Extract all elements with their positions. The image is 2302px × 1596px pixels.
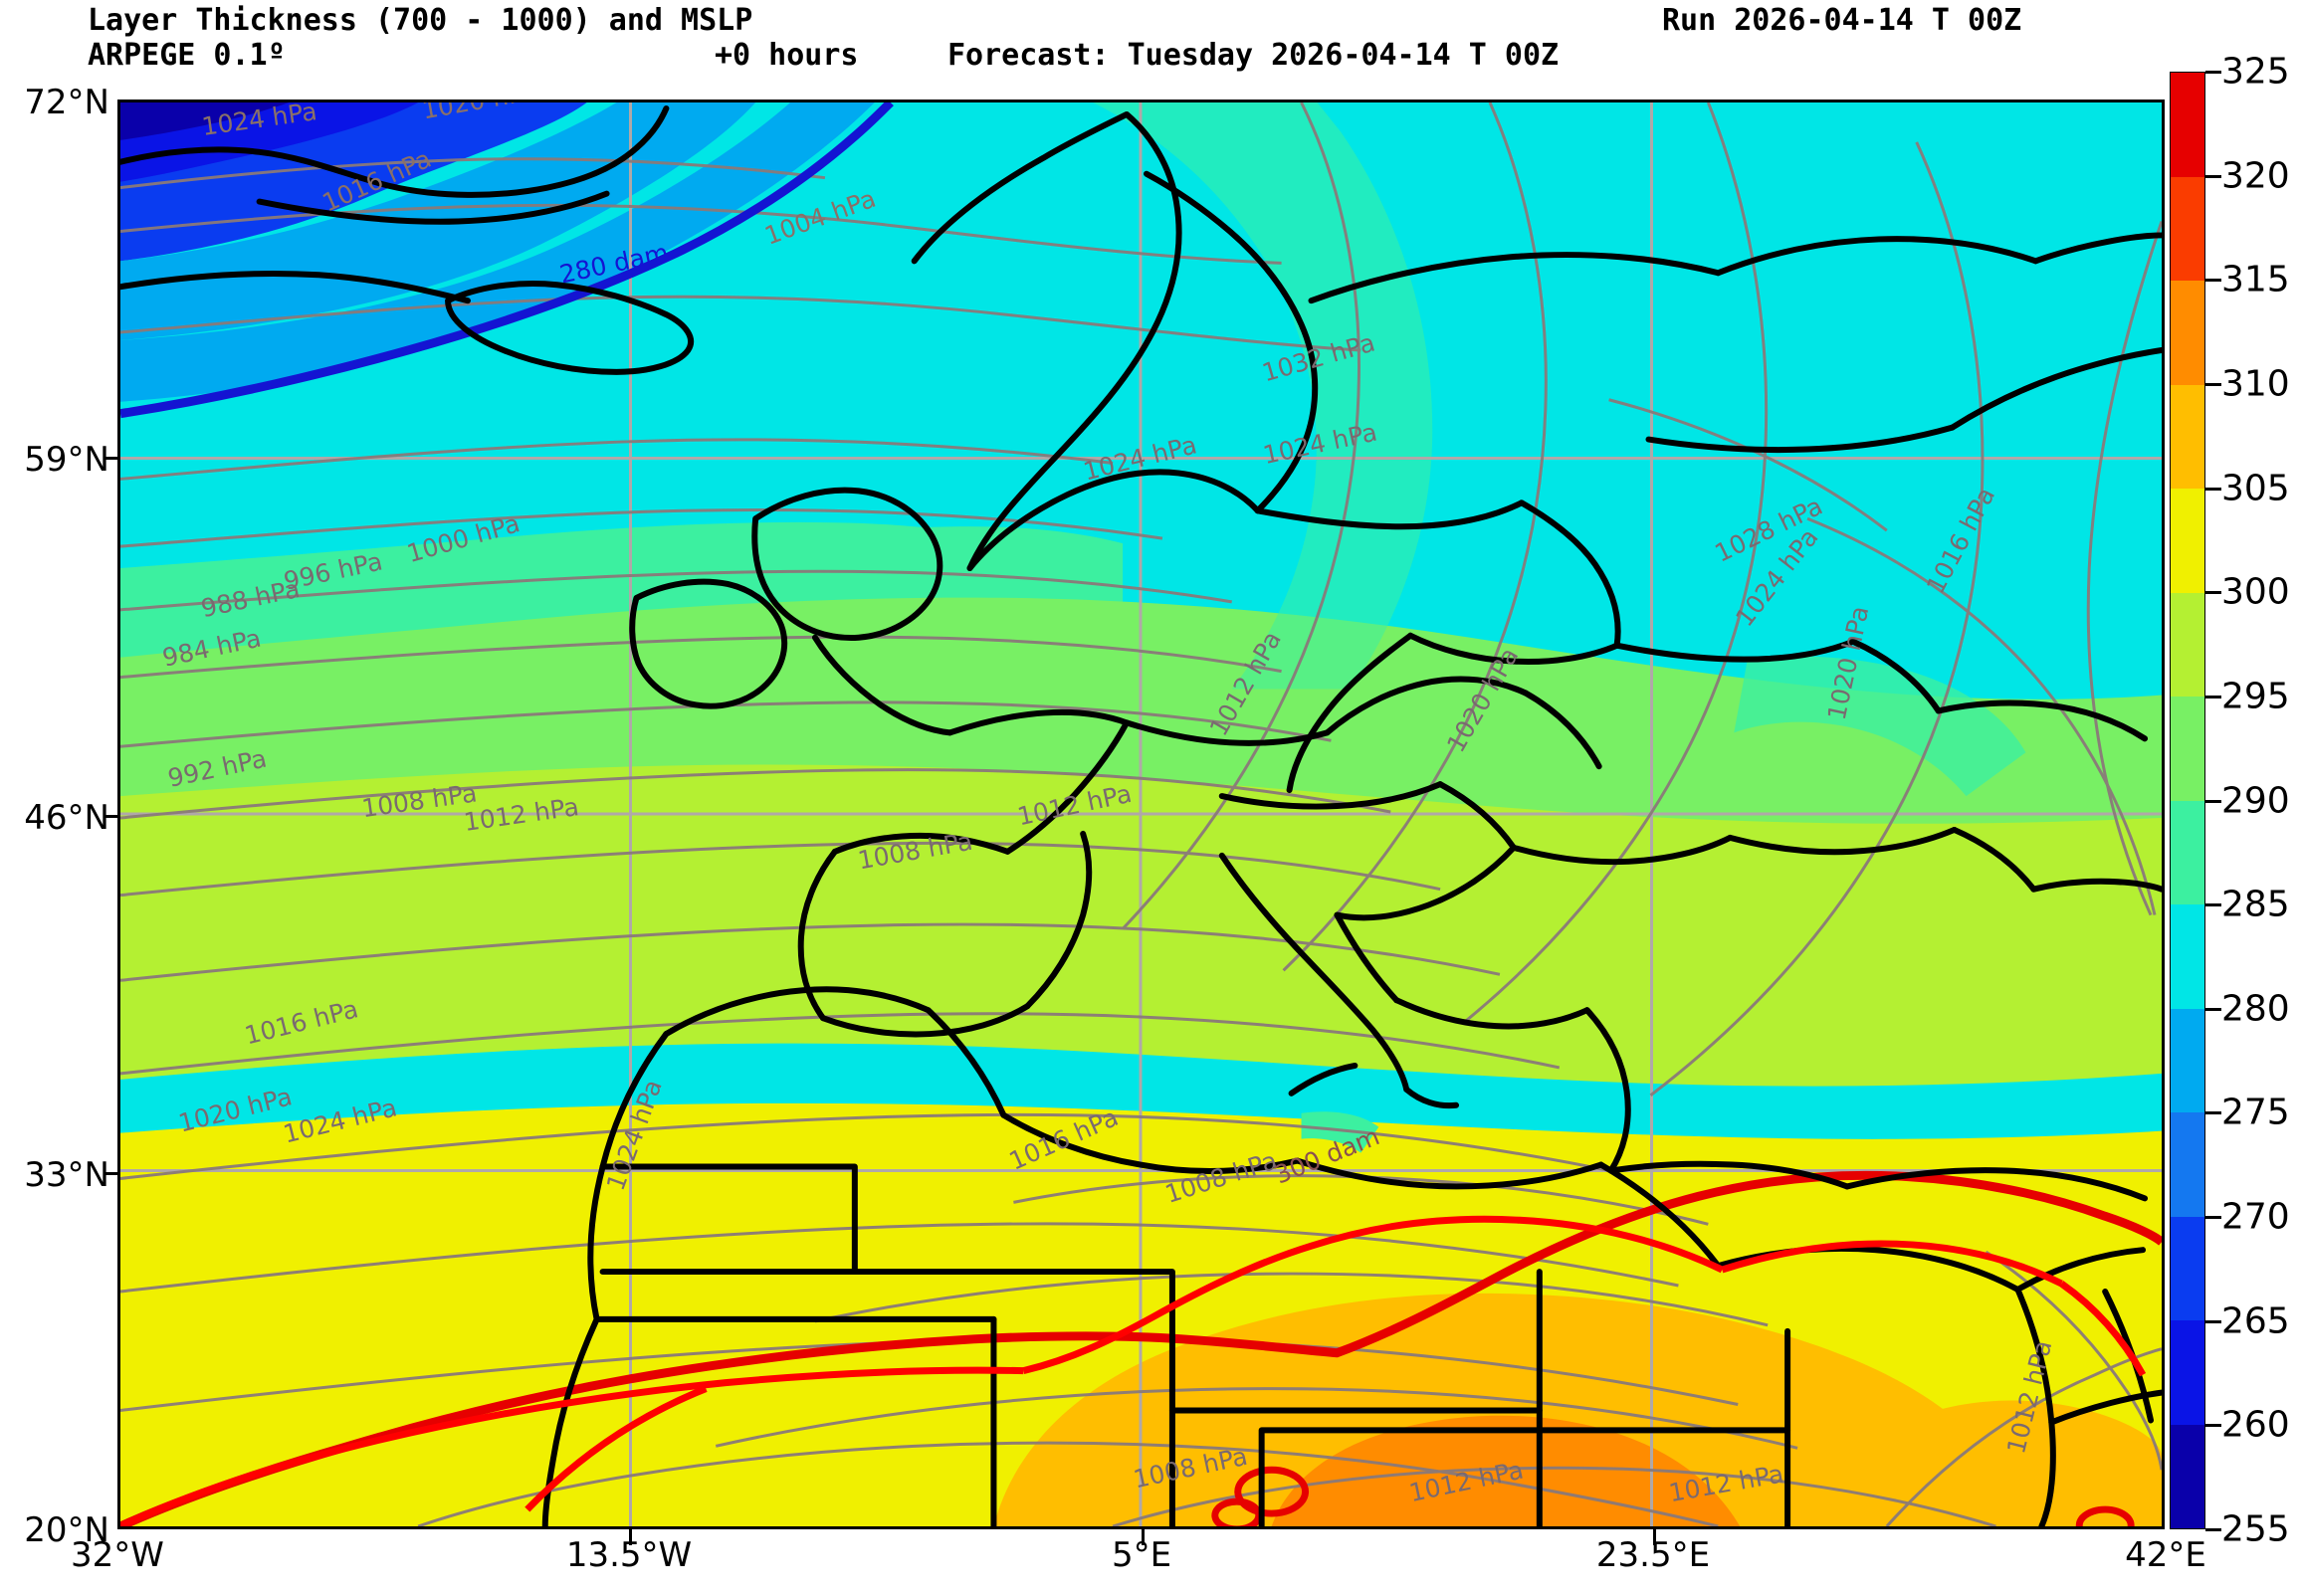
colorbar-tick-325: 325 — [2221, 51, 2290, 93]
colorbar-tickmark-270 — [2205, 1216, 2221, 1220]
xtick-label-0: 32°W — [71, 1535, 164, 1575]
colorbar-band-305-310 — [2171, 384, 2204, 489]
xtick-label-1: 13.5°W — [565, 1535, 693, 1575]
colorbar-band-310-315 — [2171, 281, 2204, 385]
colorbar-band-275-280 — [2171, 1008, 2204, 1112]
ytick-mark-2 — [104, 815, 119, 818]
ytick-label-1: 59°N — [24, 440, 109, 480]
colorbar-band-265-270 — [2171, 1216, 2204, 1320]
colorbar-tick-300: 300 — [2221, 571, 2290, 613]
colorbar-tickmark-285 — [2205, 903, 2221, 907]
ytick-label-0: 72°N — [24, 83, 109, 122]
colorbar-tick-315: 315 — [2221, 259, 2290, 300]
colorbar-tickmark-275 — [2205, 1111, 2221, 1115]
colorbar-band-260-265 — [2171, 1320, 2204, 1425]
xtick-label-4: 42°E — [2125, 1535, 2206, 1575]
colorbar-tick-260: 260 — [2221, 1404, 2290, 1446]
lead-time-label: +0 hours — [715, 38, 859, 73]
colorbar-tickmark-280 — [2205, 1007, 2221, 1011]
colorbar-tick-285: 285 — [2221, 884, 2290, 925]
colorbar-tickmark-320 — [2205, 174, 2221, 178]
colorbar-tickmark-325 — [2205, 71, 2221, 74]
colorbar-tickmark-265 — [2205, 1319, 2221, 1323]
colorbar-tickmark-305 — [2205, 487, 2221, 491]
colorbar-tick-265: 265 — [2221, 1300, 2290, 1342]
colorbar-tickmark-260 — [2205, 1424, 2221, 1428]
colorbar-tick-295: 295 — [2221, 676, 2290, 717]
colorbar-tickmark-290 — [2205, 799, 2221, 803]
colorbar-band-270-275 — [2171, 1112, 2204, 1217]
ytick-mark-1 — [104, 457, 119, 460]
colorbar-tick-270: 270 — [2221, 1196, 2290, 1238]
colorbar-band-290-295 — [2171, 697, 2204, 801]
colorbar-tickmark-315 — [2205, 279, 2221, 283]
colorbar-tick-305: 305 — [2221, 468, 2290, 509]
colorbar-tickmark-310 — [2205, 382, 2221, 386]
colorbar-tick-280: 280 — [2221, 988, 2290, 1030]
ytick-label-4: 20°N — [24, 1510, 109, 1550]
colorbar-tickmark-300 — [2205, 591, 2221, 595]
colorbar-tick-290: 290 — [2221, 780, 2290, 821]
xtick-mark-3 — [1653, 1529, 1656, 1545]
ytick-label-2: 46°N — [24, 798, 109, 838]
colorbar-tick-255: 255 — [2221, 1508, 2290, 1550]
colorbar-tickmark-295 — [2205, 695, 2221, 698]
colorbar-tick-320: 320 — [2221, 155, 2290, 197]
colorbar-band-295-300 — [2171, 592, 2204, 697]
colorbar-band-315-320 — [2171, 176, 2204, 281]
colorbar-tick-275: 275 — [2221, 1092, 2290, 1133]
chart-title: Layer Thickness (700 - 1000) and MSLP — [88, 3, 753, 38]
run-time-label: Run 2026-04-14 T 00Z — [1662, 3, 2022, 38]
forecast-valid-label: Forecast: Tuesday 2026-04-14 T 00Z — [947, 38, 1560, 73]
colorbar-tick-310: 310 — [2221, 363, 2290, 405]
colorbar-band-285-290 — [2171, 800, 2204, 904]
thickness-contour-280 — [120, 102, 894, 419]
ytick-label-3: 33°N — [24, 1155, 109, 1195]
xtick-mark-1 — [629, 1529, 632, 1545]
colorbar-band-300-305 — [2171, 489, 2204, 593]
xtick-mark-2 — [1142, 1529, 1145, 1545]
model-label: ARPEGE 0.1º — [88, 38, 286, 73]
colorbar[interactable] — [2170, 72, 2205, 1529]
colorbar-band-320-325 — [2171, 73, 2204, 177]
ytick-mark-3 — [104, 1172, 119, 1175]
colorbar-band-255-260 — [2171, 1424, 2204, 1528]
colorbar-tickmark-255 — [2205, 1528, 2221, 1531]
colorbar-band-280-285 — [2171, 904, 2204, 1009]
